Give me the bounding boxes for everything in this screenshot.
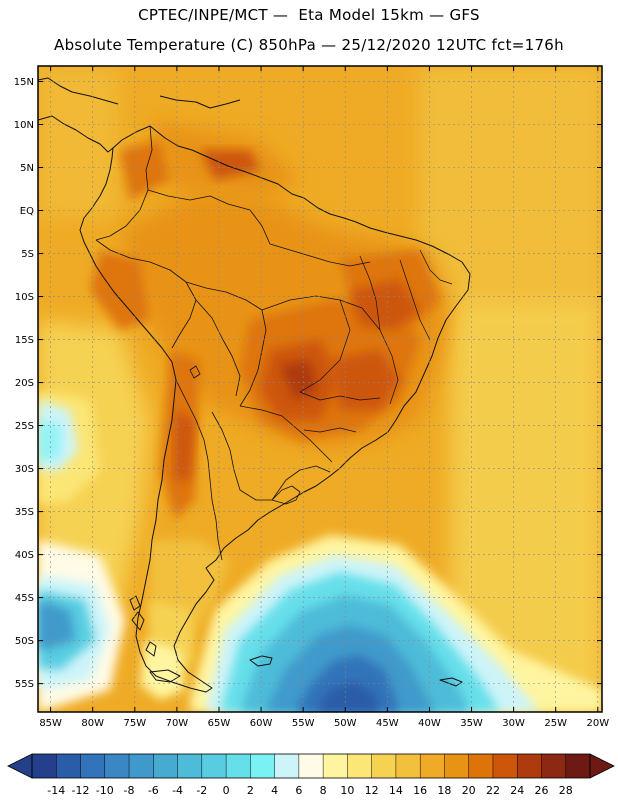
lon-tick-label: 35W [460,718,483,729]
lat-tick-label: 15N [14,77,34,88]
colorbar-swatch [323,754,348,778]
lat-tick-label: 5N [20,163,34,174]
lon-tick-label: 80W [81,718,104,729]
colorbar-label: 22 [486,784,500,797]
map-title-line2: Absolute Temperature (C) 850hPa — 25/12/… [54,36,564,54]
colorbar-swatch [541,754,567,778]
colorbar-swatch [153,754,179,778]
colorbar-swatch [492,754,518,778]
colorbar-label: 16 [413,784,427,797]
lat-tick-label: 40S [15,550,34,561]
colorbar-swatch [298,754,324,778]
colorbar-swatch [80,754,106,778]
lon-tick-label: 25W [544,718,567,729]
colorbar-label: -6 [148,784,159,797]
central-america-coastline [38,115,114,153]
colorbar-label: 0 [223,784,230,797]
map-frame [37,65,603,713]
lat-tick-label: 30S [15,464,34,475]
lon-tick-label: 20W [586,718,609,729]
colorbar-label: 24 [510,784,524,797]
colorbar-swatch [395,754,421,778]
colorbar-swatch [347,754,373,778]
colorbar-swatch [250,754,276,778]
colorbar-min-arrow [7,753,33,779]
lat-tick-label: 15S [15,335,34,346]
colorbar-label: 28 [559,784,573,797]
colorbar-frame [31,753,591,779]
colorbar-swatch [104,754,130,778]
lat-tick-label: 25S [15,421,34,432]
colorbar-label: 6 [295,784,302,797]
latitude-axis: 15N 10N 5N EQ 5S 10S 15S 20S 25S 30S 35S 40S 45S 50S 5… [14,77,602,690]
lon-tick-label: 75W [123,718,146,729]
lat-tick-label: 10S [15,292,34,303]
colorbar-swatch [56,754,82,778]
longitude-axis: 85W 80W 75W 70W 65W 60W 55W 50W 45W 40W 35W 30W 25W 2… [39,66,609,729]
temperature-colorbar: -14 -12 -10 -8 -6 -4 -2 0 2 4 6 8 10 12 14 16 18 20 22 24 26… [7,753,615,797]
lon-tick-label: 65W [208,718,231,729]
falkland-islands [249,655,273,667]
south-america-coastline [79,125,471,693]
colorbar-label: 2 [247,784,254,797]
colorbar-swatch [129,754,154,778]
colorbar-label: -2 [196,784,207,797]
lon-tick-label: 50W [334,718,357,729]
lat-tick-label: 50S [15,636,34,647]
map-title-line1: CPTEC/INPE/MCT — Eta Model 15km — GFS [138,6,480,24]
colorbar-swatch [444,754,470,778]
colorbar-swatch [517,754,542,778]
colorbar-swatch [565,754,591,778]
colorbar-swatch [226,754,251,778]
lat-tick-label: 20S [15,378,34,389]
colorbar-label: 8 [320,784,327,797]
colorbar-label: -8 [124,784,135,797]
colorbar-swatch [32,754,57,778]
lat-tick-label: 55S [15,679,34,690]
colorbar-label: -12 [72,784,90,797]
lon-tick-label: 30W [502,718,525,729]
colorbar-label: -14 [47,784,65,797]
colorbar-label: -4 [172,784,183,797]
colorbar-swatch [371,754,397,778]
lat-tick-label: EQ [20,206,34,217]
lat-tick-label: 35S [15,507,34,518]
lon-tick-label: 85W [39,718,62,729]
lon-tick-label: 40W [418,718,441,729]
colorbar-swatch [201,754,227,778]
colorbar-max-arrow [589,753,615,779]
colorbar-swatch [274,754,300,778]
lon-tick-label: 60W [250,718,273,729]
colorbar-label: 4 [271,784,278,797]
colorbar-label: 18 [437,784,451,797]
lon-tick-label: 45W [376,718,399,729]
lat-tick-label: 10N [14,120,34,131]
lon-tick-label: 55W [292,718,315,729]
colorbar-label: 10 [340,784,354,797]
colorbar-swatch [420,754,445,778]
colorbar-label: 20 [462,784,476,797]
colorbar-label: 14 [389,784,403,797]
lon-tick-label: 70W [166,718,189,729]
lat-lon-grid [38,66,602,712]
colorbar-swatch [177,754,203,778]
lat-tick-label: 5S [21,249,34,260]
colorbar-label: 26 [534,784,548,797]
coastlines [38,77,471,693]
lat-tick-label: 45S [15,593,34,604]
colorbar-label: 12 [365,784,379,797]
colorbar-swatch [468,754,494,778]
colorbar-label: -10 [96,784,114,797]
temperature-field [38,66,602,712]
